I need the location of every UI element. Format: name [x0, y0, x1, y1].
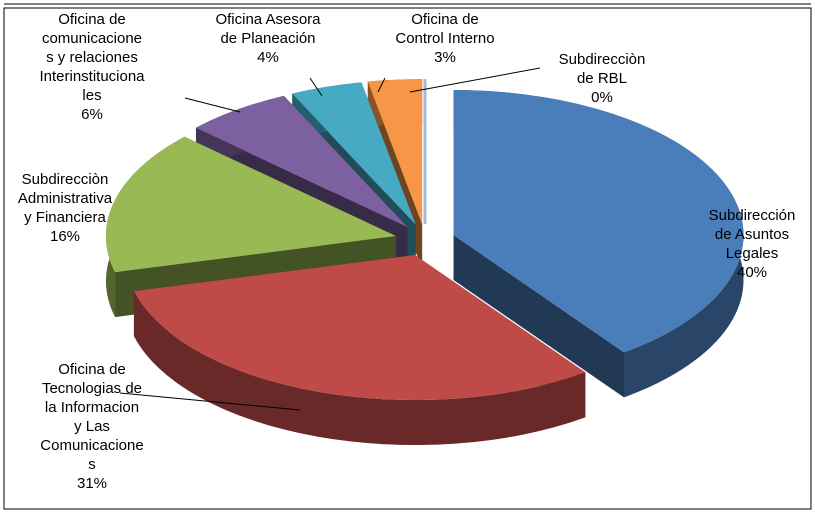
category-label: Oficina Asesora	[215, 11, 321, 28]
category-label: Oficina de	[411, 11, 479, 28]
leader-line	[377, 77, 386, 93]
leader-line	[184, 97, 241, 113]
category-label: Control Interno	[395, 30, 494, 47]
slice	[195, 95, 408, 228]
category-label: les	[82, 87, 101, 104]
value-label: 40%	[737, 264, 767, 281]
category-label: de Asuntos	[715, 226, 789, 243]
category-label: y Las	[74, 418, 110, 435]
category-label: s y relaciones	[46, 49, 138, 66]
value-label: 16%	[50, 228, 80, 245]
category-label: de RBL	[577, 70, 627, 87]
value-label: 6%	[81, 106, 103, 123]
leader-line	[119, 392, 301, 411]
slice	[133, 255, 586, 401]
value-label: 3%	[434, 49, 456, 66]
category-label: la Informacion	[45, 399, 139, 416]
category-label: Subdirecciòn	[559, 51, 646, 68]
slice	[292, 82, 416, 225]
leader-line	[309, 77, 323, 97]
category-label: Oficina de	[58, 361, 126, 378]
category-label: Oficina de	[58, 11, 126, 28]
category-label: Administrativa	[18, 190, 113, 207]
category-label: Interinstituciona	[39, 68, 145, 85]
category-label: Legales	[726, 245, 779, 262]
category-label: s	[88, 456, 96, 473]
slice	[105, 136, 396, 273]
value-label: 31%	[77, 475, 107, 492]
slice	[453, 90, 744, 353]
category-label: Subdirecciòn	[22, 171, 109, 188]
slice-side	[453, 235, 624, 398]
category-label: de Planeación	[220, 30, 315, 47]
slice-rim	[133, 291, 586, 446]
category-label: Comunicacione	[40, 437, 143, 454]
category-label: y Financiera	[24, 209, 106, 226]
category-label: Subdirección	[709, 207, 796, 224]
value-label: 0%	[591, 89, 613, 106]
slice	[367, 79, 423, 225]
category-label: Tecnologias de	[42, 380, 142, 397]
category-label: comunicacione	[42, 30, 142, 47]
leader-line	[409, 67, 541, 93]
value-label: 4%	[257, 49, 279, 66]
